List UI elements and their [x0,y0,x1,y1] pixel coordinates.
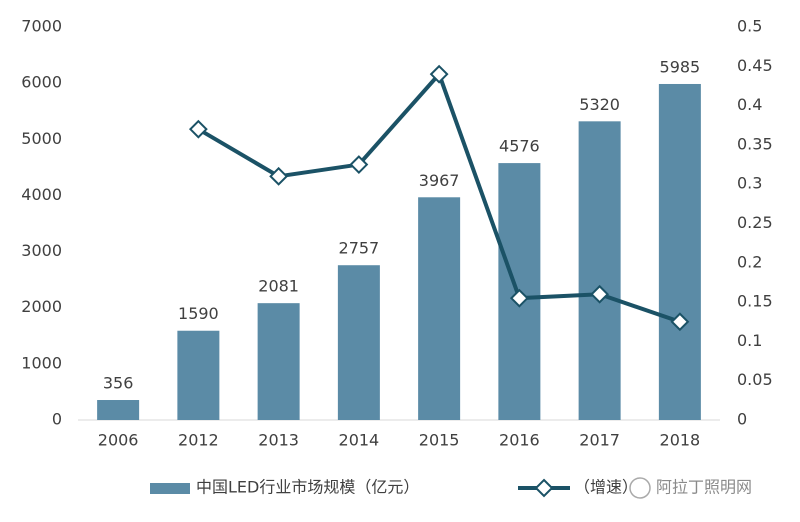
bar [418,197,461,420]
x-tick-label: 2014 [339,431,380,450]
bar [578,121,621,420]
legend-swatch [150,483,190,494]
value-label: 1590 [178,304,219,323]
y2-tick-label: 0.2 [737,252,762,271]
y-tick-label: 3000 [21,241,62,260]
value-label: 3967 [419,171,460,190]
x-tick-label: 2012 [178,431,219,450]
watermark-icon [629,477,651,499]
y2-tick-label: 0 [737,410,747,429]
y2-tick-label: 0.3 [737,174,762,193]
line-marker [509,288,529,308]
y-tick-label: 6000 [21,73,62,92]
y-tick-label: 5000 [21,129,62,148]
bar [257,303,300,420]
value-label: 2081 [258,277,299,296]
y-tick-label: 0 [52,410,62,429]
y2-tick-label: 0.05 [737,370,773,389]
x-tick-label: 2016 [499,431,540,450]
y2-tick-label: 0.4 [737,95,762,114]
y-tick-label: 2000 [21,297,62,316]
y2-tick-label: 0.35 [737,134,773,153]
line-marker [670,312,690,332]
legend-label: 中国LED行业市场规模（亿元） [196,478,419,497]
line-marker [429,64,449,84]
line-marker [590,284,610,304]
y2-tick-label: 0.45 [737,56,773,75]
value-label: 5320 [579,95,620,114]
line-marker [188,119,208,139]
y-tick-label: 4000 [21,185,62,204]
bar [337,265,380,420]
legend-marker [534,478,554,498]
bar [97,400,140,420]
x-tick-label: 2015 [419,431,460,450]
x-tick-label: 2017 [579,431,620,450]
y-tick-label: 1000 [21,353,62,372]
value-label: 4576 [499,137,540,156]
line-marker [349,155,369,174]
y2-tick-label: 0.5 [737,17,762,36]
value-label: 356 [103,374,134,393]
line-marker [269,166,289,186]
x-tick-label: 2018 [660,431,701,450]
bar [177,330,220,420]
y2-tick-label: 0.25 [737,213,773,232]
bar [658,83,701,421]
y2-tick-label: 0.1 [737,331,762,350]
x-tick-label: 2006 [98,431,139,450]
legend-label: （增速） [574,478,638,497]
value-label: 2757 [339,239,380,258]
y2-tick-label: 0.15 [737,292,773,311]
watermark: 阿拉丁照明网 [656,478,752,497]
value-label: 5985 [660,57,701,76]
y-tick-label: 7000 [21,17,62,36]
x-tick-label: 2013 [258,431,299,450]
